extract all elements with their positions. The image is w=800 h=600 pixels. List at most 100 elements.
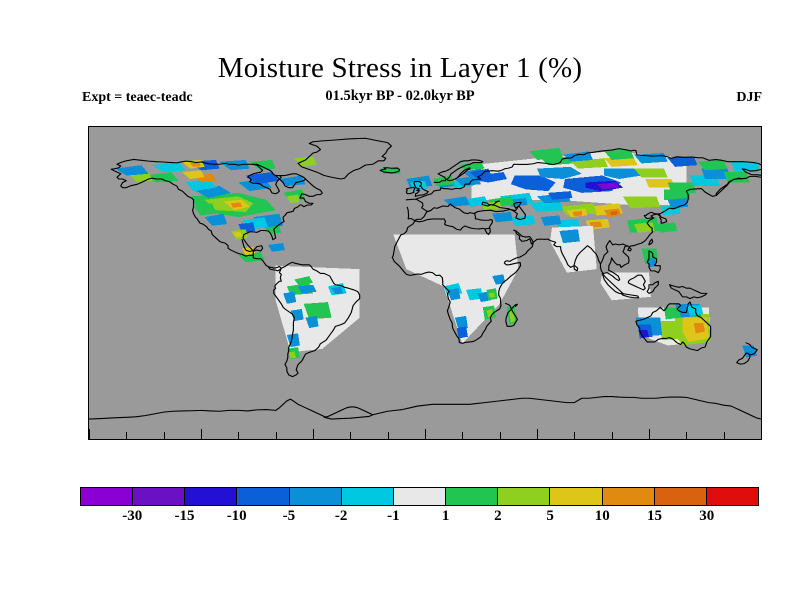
x-tick-major <box>425 429 426 439</box>
colorbar <box>80 487 759 506</box>
coastline-path <box>433 159 484 184</box>
anomaly-patch <box>701 168 732 179</box>
coastline-path <box>415 148 761 200</box>
anomaly-patch <box>602 183 616 188</box>
coastline-path <box>391 218 491 258</box>
colorbar-tick-label: 2 <box>494 508 502 524</box>
anomaly-patch <box>294 276 313 285</box>
y-tick-minor <box>88 154 89 155</box>
season-label: DJF <box>736 90 762 105</box>
anomaly-patch <box>458 161 485 171</box>
y-tick-minor <box>88 294 89 295</box>
anomaly-patch <box>634 168 668 178</box>
anomaly-patch <box>288 351 297 359</box>
anomaly-patch <box>145 172 179 183</box>
x-tick-minor <box>499 432 501 439</box>
anomaly-patch <box>466 288 483 301</box>
coastline-path <box>484 227 490 230</box>
coastline-path <box>627 274 646 291</box>
x-tick-minor <box>275 432 277 439</box>
colorbar-tick-label: 15 <box>647 508 663 524</box>
colorbar-swatch-11 <box>654 488 707 505</box>
coastline-path <box>413 180 429 197</box>
anomaly-patch <box>537 166 582 179</box>
coastline-path <box>643 187 717 224</box>
x-tick-major <box>761 429 762 439</box>
y-tick-40s <box>88 346 89 347</box>
colorbar-swatch-0 <box>81 488 134 505</box>
colorbar-tick-label: -2 <box>334 508 348 524</box>
anomaly-patch <box>283 291 297 304</box>
anomaly-patch <box>600 272 651 301</box>
coastline-path <box>715 175 761 197</box>
x-tick-minor <box>238 432 240 439</box>
anomaly-patch <box>152 161 187 173</box>
colorbar-swatch-9 <box>550 488 603 505</box>
coastline-path <box>599 217 655 282</box>
coastline-path <box>573 265 579 272</box>
anomaly-patch <box>305 315 319 329</box>
anomaly-patch <box>204 213 228 226</box>
colorbar-tick-label: 1 <box>441 508 450 524</box>
colorbar-swatch-12 <box>706 488 759 505</box>
map-plot-area: 80N 40N 0 40S 80S 180 120W 60W 0 60E 120… <box>88 126 762 440</box>
coastline-path <box>668 284 708 300</box>
coastline-path <box>273 261 361 378</box>
coastlines <box>89 137 761 420</box>
coastline-path <box>646 250 661 274</box>
anomaly-patch <box>264 225 282 235</box>
anomaly-patch <box>510 175 556 192</box>
anomaly-patch <box>667 182 696 193</box>
anomaly-patch <box>447 288 461 301</box>
colorbar-swatch-1 <box>133 488 186 505</box>
colorbar-swatch-7 <box>446 488 499 505</box>
anomaly-patch <box>454 175 481 186</box>
y-tick-0 <box>88 277 89 278</box>
anomaly-patch <box>693 322 705 334</box>
colorbar-tick-label: 10 <box>594 508 610 524</box>
coastline-path <box>110 168 254 257</box>
anomaly-patch <box>663 307 681 320</box>
x-tick-minor <box>462 432 464 439</box>
anomaly-patch <box>645 179 676 188</box>
anomaly-patch <box>286 194 300 204</box>
x-tick-minor <box>350 432 352 439</box>
anomaly-patch <box>456 326 468 339</box>
y-tick-80n <box>88 137 89 138</box>
page-title: Moisture Stress in Layer 1 (%) <box>217 52 583 84</box>
anomaly-patch <box>604 149 635 160</box>
x-tick-major <box>537 429 538 439</box>
world-map <box>89 127 761 439</box>
anomaly-patch <box>268 243 285 252</box>
anomaly-patch <box>189 162 201 167</box>
anomaly-patch <box>477 291 491 303</box>
coastline-path <box>505 302 518 327</box>
anomaly-patch <box>634 222 655 233</box>
anomaly-patch <box>303 302 332 320</box>
colorbar-tick-label: -30 <box>122 508 143 524</box>
anomaly-patch <box>186 179 216 192</box>
y-tick-minor <box>88 242 89 243</box>
x-tick-minor <box>126 432 128 439</box>
coastline-path <box>405 186 416 195</box>
anomaly-patch <box>548 191 573 200</box>
colorbar-tick-label: -15 <box>174 508 195 524</box>
anomaly-patch <box>686 305 704 316</box>
coastline-path <box>741 168 761 176</box>
anomaly-patch <box>193 203 216 216</box>
colorbar-swatch-4 <box>289 488 342 505</box>
anomaly-patch <box>331 286 343 295</box>
y-tick-minor <box>88 189 89 190</box>
x-tick-minor <box>387 432 389 439</box>
x-tick-minor <box>574 432 576 439</box>
coastline-path <box>241 178 323 252</box>
anomaly-patch <box>232 231 243 238</box>
x-tick-minor <box>163 432 165 439</box>
anomaly-patch <box>723 172 750 183</box>
y-tick-minor <box>88 224 89 225</box>
x-tick-major <box>313 429 314 439</box>
anomaly-patch <box>492 274 506 285</box>
coastline-path <box>473 211 494 233</box>
colorbar-labels: -30 -15 -10 -5 -2 -1 1 2 5 10 15 30 <box>80 508 759 530</box>
